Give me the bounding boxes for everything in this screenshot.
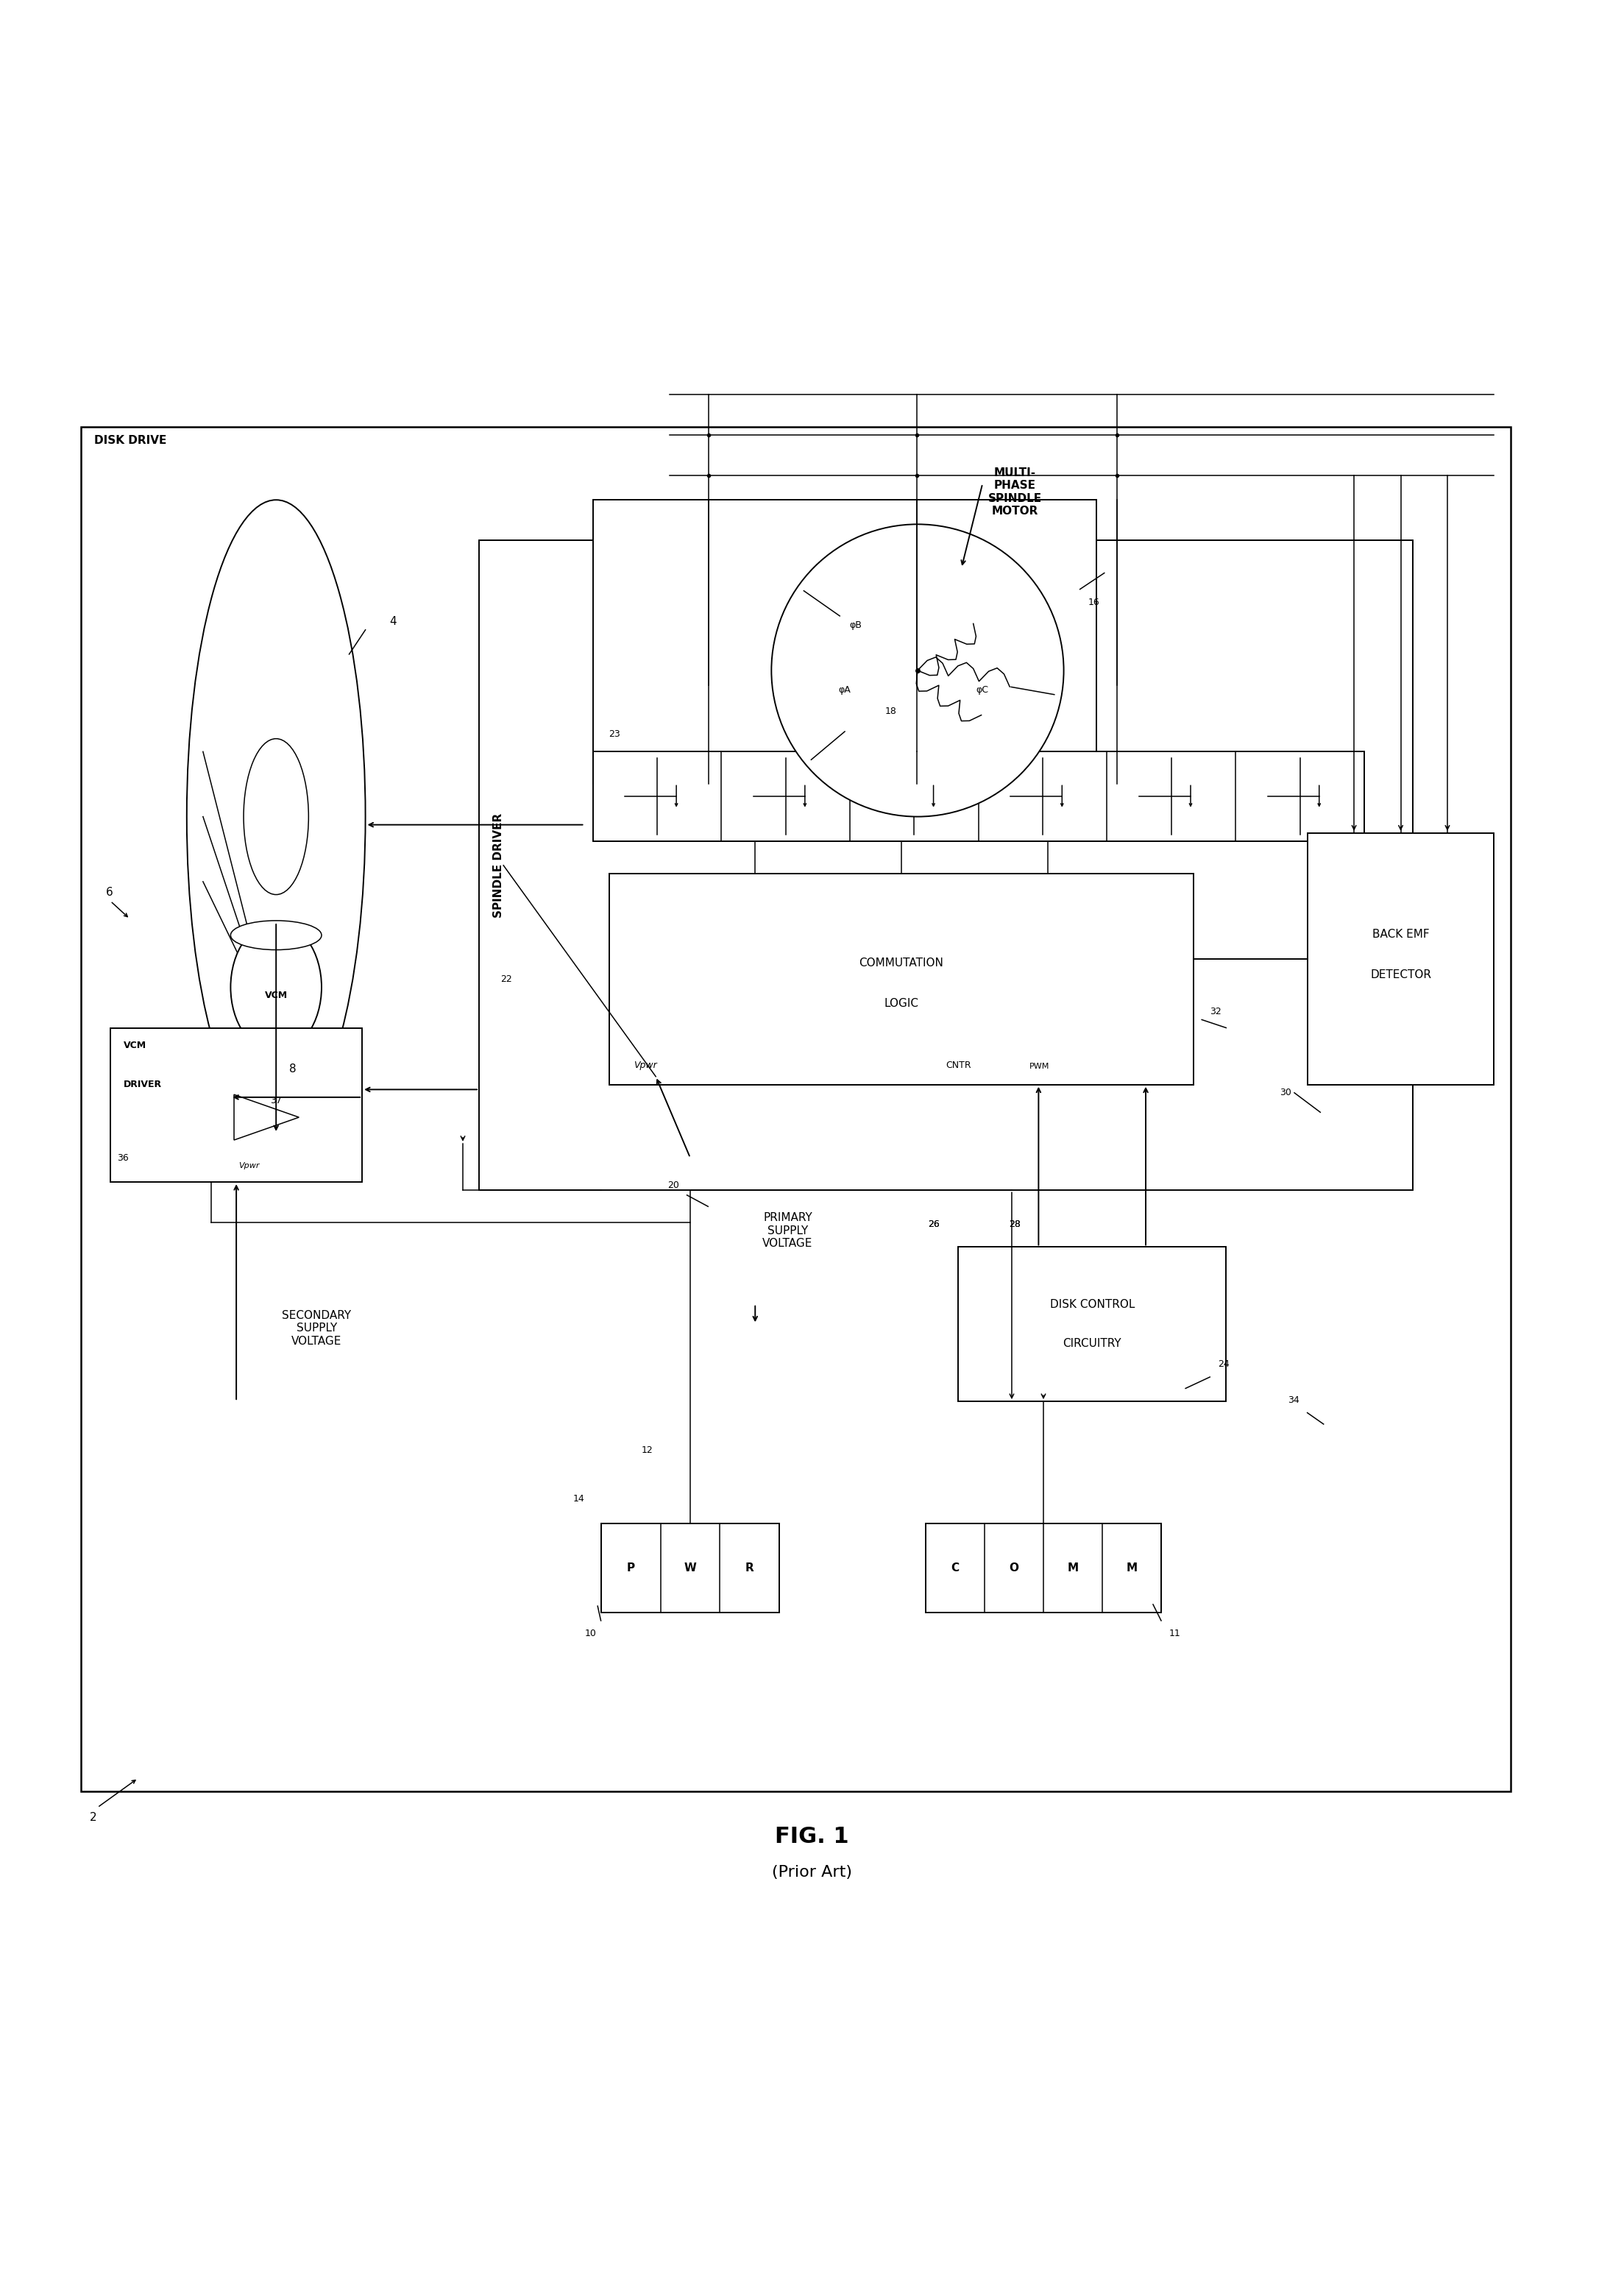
Text: DETECTOR: DETECTOR: [1371, 970, 1431, 979]
Ellipse shape: [187, 500, 365, 1132]
Text: 2: 2: [89, 1813, 96, 1824]
Bar: [479, 541, 1413, 1189]
Text: φB: φB: [849, 621, 862, 630]
Text: C: C: [952, 1562, 960, 1573]
Bar: [926, 1523, 1161, 1612]
Text: M: M: [1067, 1562, 1078, 1573]
Text: 30: 30: [1280, 1089, 1291, 1098]
Text: CIRCUITRY: CIRCUITRY: [1062, 1338, 1122, 1349]
Ellipse shape: [244, 740, 309, 895]
Bar: [81, 427, 1510, 1792]
Text: FIG. 1: FIG. 1: [775, 1826, 849, 1847]
Text: Vpwr: Vpwr: [633, 1062, 656, 1071]
Text: DRIVER: DRIVER: [123, 1080, 162, 1089]
Text: 28: 28: [1009, 1219, 1021, 1228]
Text: P: P: [627, 1562, 635, 1573]
Text: 11: 11: [1169, 1628, 1181, 1639]
Text: 14: 14: [573, 1493, 585, 1504]
Text: LOGIC: LOGIC: [883, 998, 919, 1009]
Text: 4: 4: [390, 616, 396, 628]
Text: (Prior Art): (Prior Art): [771, 1865, 853, 1879]
Text: 8: 8: [289, 1064, 296, 1075]
Text: BACK EMF: BACK EMF: [1372, 929, 1429, 941]
Text: φC: φC: [976, 685, 989, 694]
Circle shape: [771, 525, 1064, 817]
Bar: [609, 874, 1194, 1084]
Text: 26: 26: [927, 1219, 940, 1228]
Text: O: O: [1009, 1562, 1018, 1573]
Text: VCM: VCM: [123, 1041, 146, 1050]
Text: 6: 6: [106, 886, 112, 897]
Text: 32: 32: [1210, 1007, 1221, 1016]
Text: 26: 26: [927, 1219, 940, 1228]
Text: 16: 16: [1088, 598, 1099, 607]
Text: 10: 10: [585, 1628, 596, 1639]
Text: 12: 12: [641, 1445, 653, 1454]
Text: DISK CONTROL: DISK CONTROL: [1049, 1299, 1135, 1310]
Bar: [958, 1247, 1226, 1402]
Text: SECONDARY
SUPPLY
VOLTAGE: SECONDARY SUPPLY VOLTAGE: [283, 1310, 351, 1347]
Text: 23: 23: [609, 728, 620, 740]
Text: 24: 24: [1218, 1358, 1229, 1370]
Text: φA: φA: [838, 685, 851, 694]
Text: MULTI-
PHASE
SPINDLE
MOTOR: MULTI- PHASE SPINDLE MOTOR: [987, 468, 1043, 516]
Polygon shape: [234, 1094, 299, 1139]
Text: M: M: [1125, 1562, 1137, 1573]
Text: PWM: PWM: [1030, 1062, 1049, 1071]
Bar: [110, 1027, 362, 1183]
Bar: [593, 500, 1096, 783]
Ellipse shape: [231, 920, 322, 950]
Text: VCM: VCM: [265, 991, 287, 1000]
Text: 34: 34: [1288, 1395, 1299, 1404]
Text: 37: 37: [270, 1096, 283, 1105]
Text: SPINDLE DRIVER: SPINDLE DRIVER: [494, 813, 503, 918]
Text: W: W: [684, 1562, 697, 1573]
Text: 20: 20: [667, 1180, 679, 1189]
Text: 28: 28: [1009, 1219, 1021, 1228]
Ellipse shape: [231, 922, 322, 1052]
Text: COMMUTATION: COMMUTATION: [859, 957, 944, 968]
Text: 36: 36: [117, 1153, 128, 1162]
Text: R: R: [745, 1562, 754, 1573]
Bar: [593, 751, 1364, 840]
Bar: [601, 1523, 780, 1612]
Text: CNTR: CNTR: [945, 1062, 971, 1071]
Text: PRIMARY
SUPPLY
VOLTAGE: PRIMARY SUPPLY VOLTAGE: [763, 1212, 812, 1249]
Text: 18: 18: [885, 705, 896, 717]
Bar: [1307, 833, 1494, 1084]
Text: Vpwr: Vpwr: [239, 1162, 260, 1169]
Text: 22: 22: [500, 975, 512, 984]
Text: DISK DRIVE: DISK DRIVE: [94, 436, 167, 445]
